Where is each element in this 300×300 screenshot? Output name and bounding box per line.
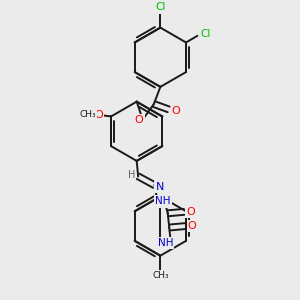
Text: O: O [135,115,143,125]
Text: O: O [188,221,197,231]
Text: CH₃: CH₃ [80,110,97,119]
Text: H: H [128,170,135,180]
Text: Cl: Cl [200,29,211,39]
Text: O: O [172,106,180,116]
Text: N: N [156,182,164,192]
Text: NH: NH [158,238,173,248]
Text: NH: NH [155,196,170,206]
Text: O: O [186,207,195,217]
Text: O: O [94,110,103,120]
Text: CH₃: CH₃ [152,271,169,280]
Text: Cl: Cl [155,2,166,13]
